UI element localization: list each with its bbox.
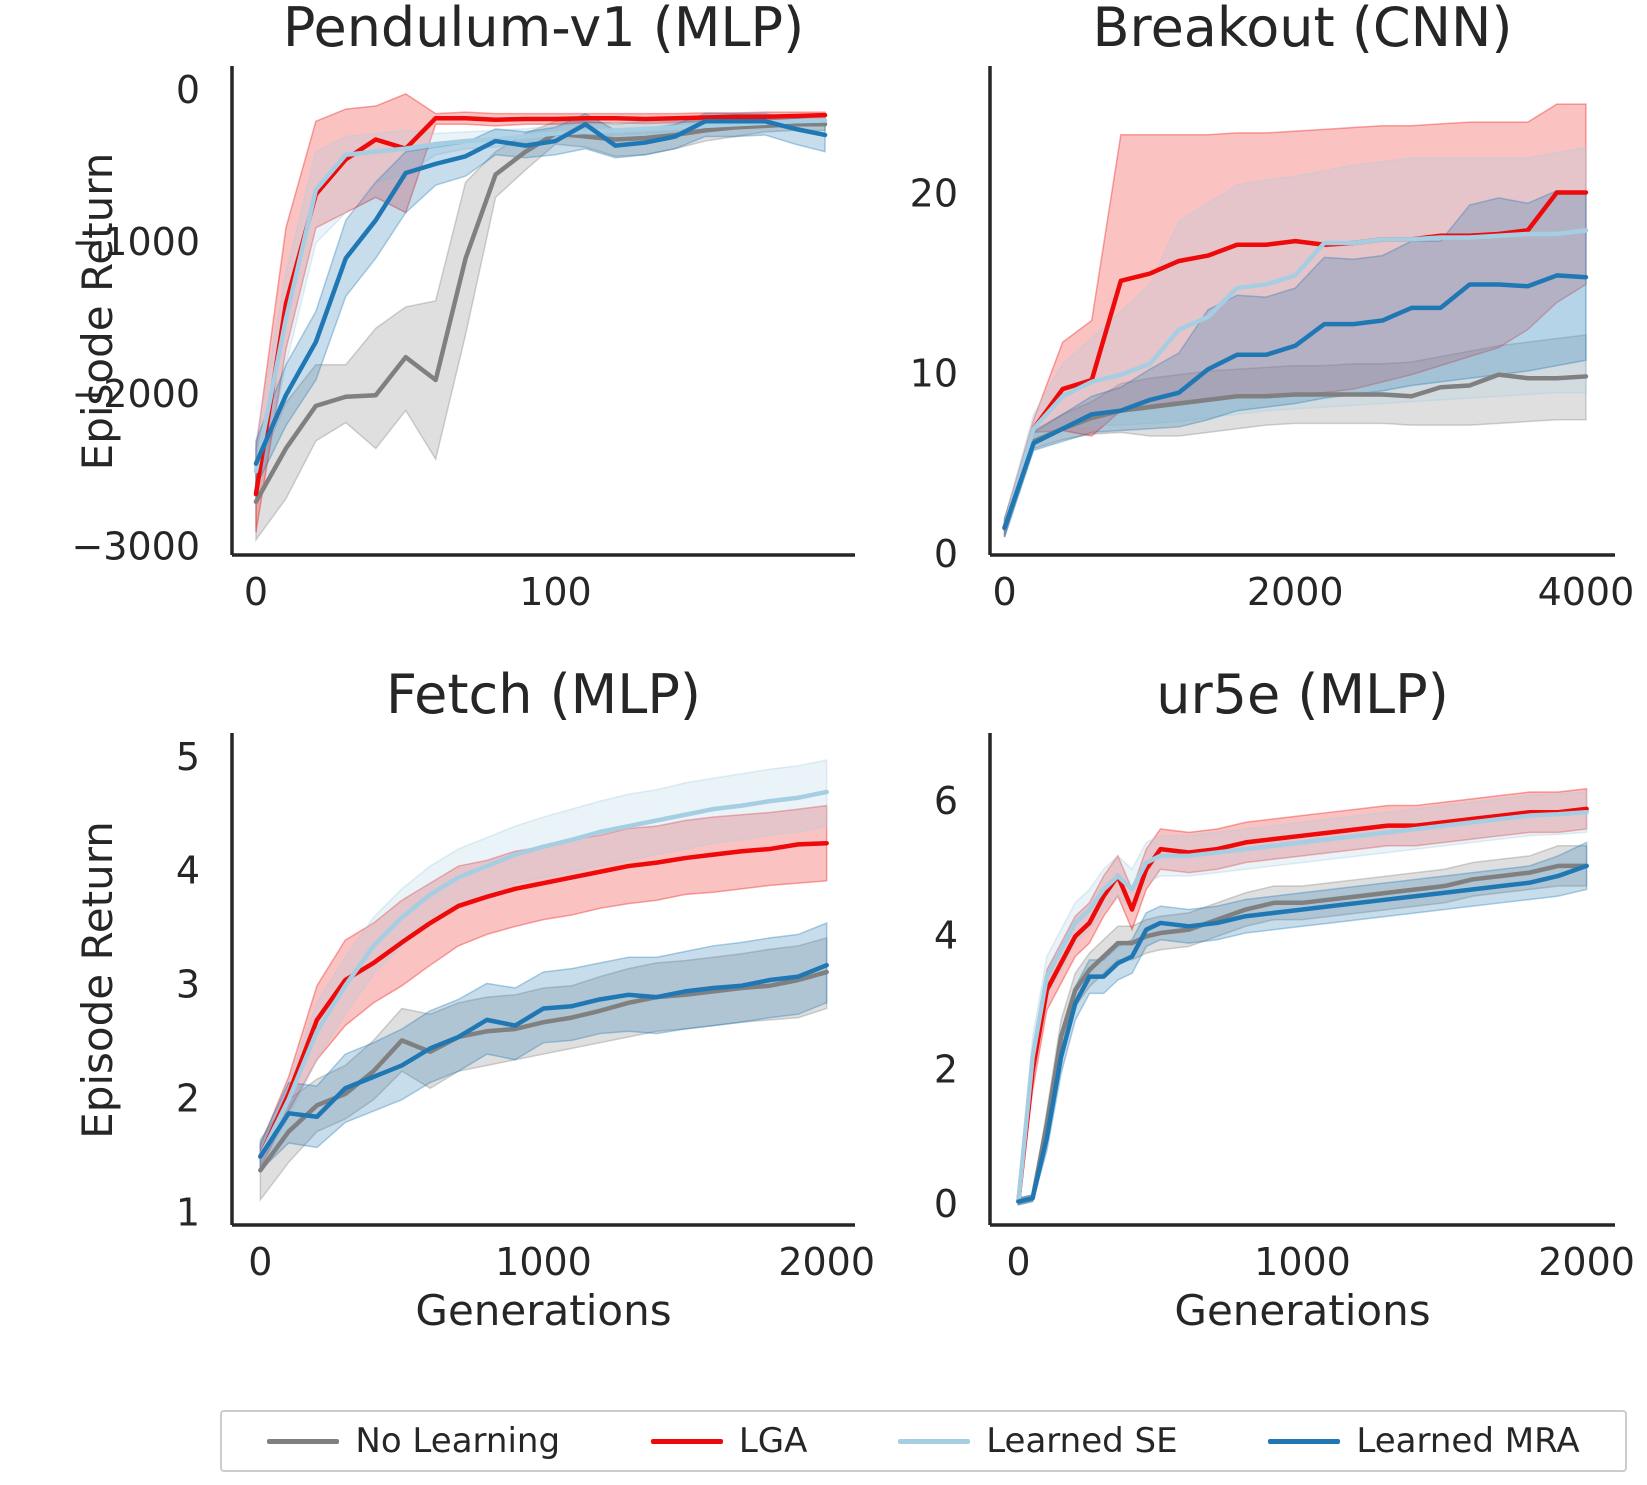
x-tick-label: 2000 bbox=[1247, 570, 1344, 614]
x-tick-label: 100 bbox=[519, 570, 592, 614]
y-tick-label: −1000 bbox=[71, 220, 200, 264]
band-learned-mra bbox=[1003, 189, 1587, 538]
x-axis-label: Generations bbox=[415, 1286, 671, 1335]
x-tick-label: 0 bbox=[248, 1240, 272, 1284]
x-axis-label: Generations bbox=[1174, 1286, 1430, 1335]
series-line-learned-se bbox=[258, 789, 829, 1159]
y-tick-label: −2000 bbox=[71, 372, 200, 416]
x-tick-label: 0 bbox=[244, 570, 268, 614]
chart-panel-ur5e-mlp: ur5e (MLP) 0 2 4 6 0 1000 2000 Generations bbox=[934, 663, 1635, 1335]
y-tick-label: 2 bbox=[176, 1077, 200, 1121]
y-tick-label: 2 bbox=[934, 1048, 958, 1092]
band-learned-mra bbox=[259, 921, 828, 1173]
legend-label-lga: LGA bbox=[738, 1421, 808, 1461]
series-line-no-learning bbox=[1002, 372, 1589, 531]
legend-swatch-no-learning bbox=[267, 1438, 340, 1444]
x-tick-label: 0 bbox=[992, 570, 1016, 614]
series-line-learned-mra bbox=[253, 119, 828, 466]
y-tick-label: 0 bbox=[176, 68, 200, 112]
legend-swatch-lga bbox=[650, 1438, 723, 1444]
x-tick-label: 1000 bbox=[1254, 1240, 1351, 1284]
y-tick-label: 1 bbox=[176, 1191, 200, 1235]
series-line-learned-se bbox=[1016, 809, 1589, 1204]
series-line-learned-mra bbox=[1002, 273, 1589, 531]
y-tick-label: 0 bbox=[934, 532, 958, 576]
chart-panel-pendulum-v1-mlp: Pendulum-v1 (MLP) −3000 −2000 −1000 0 0 100 Epi… bbox=[71, 0, 855, 614]
band-no-learning bbox=[259, 936, 828, 1203]
series-line-learned-se bbox=[253, 118, 828, 474]
y-tick-label: 0 bbox=[934, 1182, 958, 1226]
chart-panel-breakout-cnn: Breakout (CNN) 0 10 20 0 2000 4000 bbox=[910, 0, 1635, 614]
legend-label-learned-se: Learned SE bbox=[986, 1421, 1178, 1461]
legend-item-no-learning: No Learning bbox=[267, 1421, 560, 1461]
legend-label-learned-mra: Learned MRA bbox=[1356, 1421, 1580, 1461]
y-axis-label: Episode Return bbox=[73, 821, 122, 1139]
legend-swatch-learned-mra bbox=[1268, 1438, 1341, 1444]
band-no-learning bbox=[255, 117, 826, 543]
band-lga bbox=[259, 804, 828, 1169]
y-tick-label: 3 bbox=[176, 963, 200, 1007]
band-learned-se bbox=[1003, 146, 1587, 538]
series-line-learned-se bbox=[1002, 228, 1589, 531]
y-tick-label: 4 bbox=[176, 849, 200, 893]
y-tick-label: 6 bbox=[934, 779, 958, 823]
series-line-learned-mra bbox=[258, 962, 829, 1159]
chart-title: Breakout (CNN) bbox=[1093, 0, 1513, 59]
legend-item-learned-se: Learned SE bbox=[898, 1421, 1178, 1461]
chart-title: Fetch (MLP) bbox=[386, 663, 701, 726]
y-tick-label: 4 bbox=[934, 913, 958, 957]
legend-label-no-learning: No Learning bbox=[355, 1421, 561, 1461]
series-line-no-learning bbox=[1016, 863, 1589, 1204]
x-tick-label: 2000 bbox=[778, 1240, 875, 1284]
series-line-learned-mra bbox=[1016, 863, 1589, 1204]
x-tick-label: 0 bbox=[1006, 1240, 1030, 1284]
x-tick-label: 4000 bbox=[1538, 570, 1635, 614]
legend-swatch-learned-se bbox=[898, 1438, 971, 1444]
chart-panel-fetch-mlp: Fetch (MLP) 1 2 3 4 5 0 1000 2000 Episode Return G… bbox=[73, 663, 875, 1335]
y-tick-label: 10 bbox=[910, 352, 958, 396]
band-lga bbox=[1017, 787, 1588, 1205]
chart-title: ur5e (MLP) bbox=[1156, 663, 1449, 726]
y-tick-label: −3000 bbox=[71, 524, 200, 568]
y-tick-label: 5 bbox=[176, 735, 200, 779]
x-tick-label: 1000 bbox=[495, 1240, 592, 1284]
legend-item-lga: LGA bbox=[650, 1421, 808, 1461]
y-axis-label: Episode Return bbox=[73, 153, 122, 471]
x-tick-label: 2000 bbox=[1538, 1240, 1635, 1284]
series-line-lga bbox=[1016, 806, 1589, 1204]
legend: No Learning LGA Learned SE Learned MRA bbox=[220, 1410, 1627, 1472]
legend-item-learned-mra: Learned MRA bbox=[1268, 1421, 1580, 1461]
band-learned-se bbox=[1017, 791, 1588, 1205]
y-tick-label: 20 bbox=[910, 171, 958, 215]
chart-title: Pendulum-v1 (MLP) bbox=[283, 0, 804, 59]
